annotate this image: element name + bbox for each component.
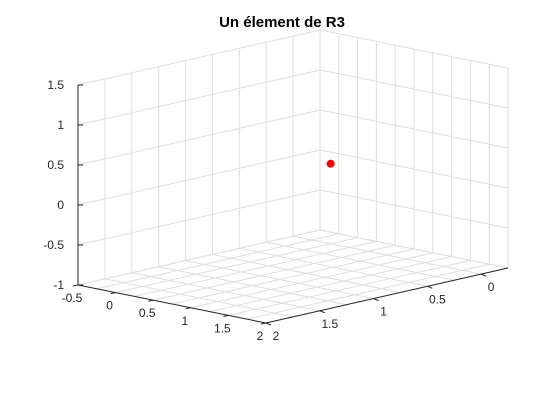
y-tick-mark (265, 322, 272, 326)
y-tick-label: 2 (273, 329, 280, 343)
x-tick-label: 2 (257, 329, 264, 343)
x-tick-label: 1 (181, 314, 188, 328)
z-tick-label: -1 (53, 278, 64, 292)
grid-line-floor-y (158, 266, 347, 306)
data-points (326, 159, 335, 168)
x-tick-mark (148, 299, 154, 302)
y-tick-mark (373, 298, 379, 302)
grid-line-floor-y (239, 247, 428, 287)
x-tick-mark (185, 307, 191, 310)
data-point (326, 159, 335, 168)
grid-line-wall-y-horizontal (77, 229, 321, 286)
grid-line-wall-x-horizontal (319, 69, 509, 109)
x-tick-mark (223, 314, 229, 317)
z-tick-label: -0.5 (43, 238, 64, 252)
z-tick-label: 1 (57, 118, 64, 132)
y-tick-mark (480, 273, 487, 277)
grid-line-floor-x (228, 259, 471, 316)
grid-line-floor-x (209, 256, 452, 313)
grid-line-wall-x-horizontal (319, 189, 509, 229)
y-tick-label: 1 (380, 305, 387, 319)
x-tick-mark (72, 284, 79, 287)
axis-lines (72, 84, 509, 326)
x-tick-mark (260, 322, 267, 325)
grid-line-floor-x (134, 240, 377, 297)
y-tick-mark (319, 310, 325, 314)
grid-line-floor-x (115, 237, 358, 294)
y-tick-label: 0.5 (429, 292, 446, 306)
grid-lines (77, 29, 509, 324)
z-tick-label: 0 (57, 198, 64, 212)
y-axis-line (265, 267, 509, 324)
grid-line-floor-x (247, 263, 490, 320)
z-tick-label: 1.5 (47, 78, 64, 92)
y-tick-label: 0 (488, 280, 495, 294)
grid-line-floor-y (293, 235, 482, 275)
y-tick-label: 1.5 (321, 317, 338, 331)
z-tick-label: 0.5 (47, 158, 64, 172)
grid-line-wall-y-horizontal (77, 69, 321, 126)
grid-line-wall-x-horizontal (319, 29, 509, 69)
y-tick-mark (427, 285, 433, 289)
grid-line-floor-y (104, 278, 293, 318)
grid-line-floor-y (266, 241, 455, 281)
x-tick-mark (110, 292, 116, 295)
x-tick-label: 1.5 (214, 321, 231, 335)
grid-line-floor-x (171, 248, 415, 305)
grid-line-wall-x-horizontal (319, 109, 509, 149)
x-axis-line (77, 284, 267, 324)
grid-line-wall-y-horizontal (77, 189, 321, 246)
grid-line-floor-y (212, 253, 401, 293)
x-tick-label: 0 (106, 299, 113, 313)
grid-line-wall-y-horizontal (77, 149, 321, 206)
x-tick-label: -0.5 (62, 291, 83, 305)
grid-line-floor-y (185, 260, 374, 300)
grid-line-wall-y-horizontal (77, 109, 321, 166)
grid-line-wall-x-horizontal (319, 149, 509, 189)
grid-line-wall-x-horizontal (319, 229, 509, 269)
grid-line-floor-x (190, 252, 433, 309)
grid-line-floor-y (131, 272, 320, 312)
grid-line-floor-x (153, 244, 396, 301)
grid-line-wall-y-horizontal (77, 29, 321, 86)
x-tick-label: 0.5 (139, 306, 156, 320)
grid-line-floor-x (96, 233, 339, 290)
chart-title: Un élement de R3 (219, 14, 345, 31)
